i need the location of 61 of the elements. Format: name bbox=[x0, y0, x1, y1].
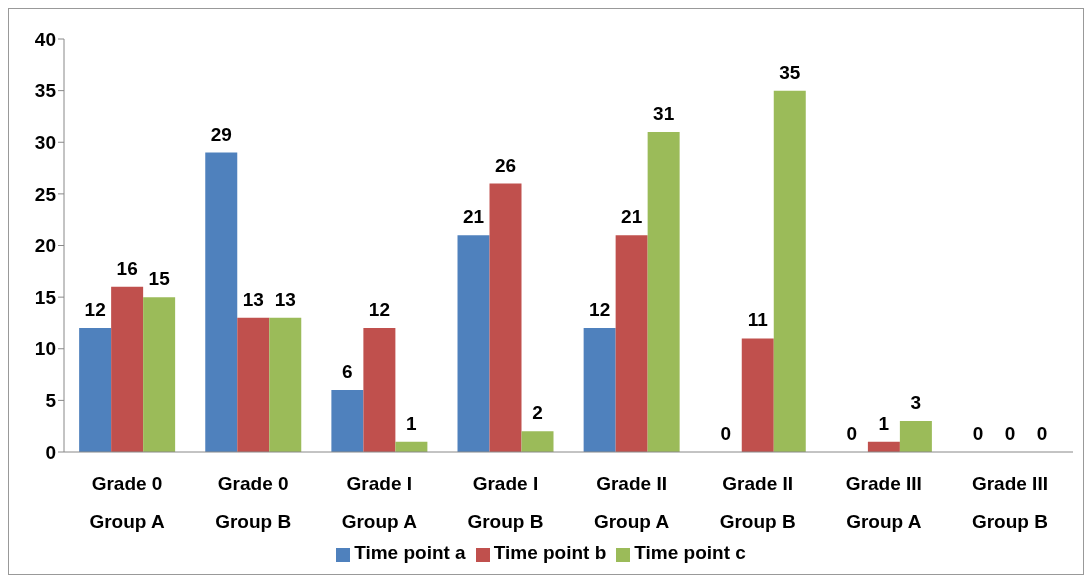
bar bbox=[741, 338, 774, 452]
data-label: 21 bbox=[621, 206, 643, 228]
bar bbox=[899, 421, 932, 452]
data-label: 16 bbox=[116, 257, 138, 279]
y-tick-label: 20 bbox=[34, 235, 56, 257]
x-tick-label: Grade III Group B bbox=[971, 473, 1048, 532]
data-label: 12 bbox=[589, 299, 611, 321]
bar bbox=[331, 390, 364, 452]
data-label: 0 bbox=[972, 422, 984, 444]
data-label: 29 bbox=[210, 123, 232, 145]
data-label: 13 bbox=[242, 288, 264, 310]
y-tick-label: 10 bbox=[34, 338, 56, 360]
x-tick-label: Grade I Group A bbox=[341, 473, 418, 532]
x-tick-label: Grade II Group A bbox=[593, 473, 670, 532]
x-tick-label: Grade 0 Group A bbox=[89, 473, 165, 532]
x-tick-label: Grade II Group B bbox=[719, 473, 796, 532]
bar bbox=[457, 235, 490, 452]
bar bbox=[489, 183, 522, 452]
y-tick-label: 25 bbox=[34, 183, 57, 205]
data-label: 0 bbox=[1036, 422, 1048, 444]
y-tick-label: 30 bbox=[34, 131, 56, 153]
bar bbox=[521, 431, 554, 452]
y-tick-label: 15 bbox=[34, 286, 57, 308]
bar bbox=[647, 131, 680, 452]
x-tick-label: Grade 0 Group B bbox=[215, 473, 292, 532]
bar bbox=[143, 297, 176, 452]
data-label: 0 bbox=[846, 422, 858, 444]
bar bbox=[583, 328, 616, 452]
data-label: 1 bbox=[878, 412, 890, 434]
data-label: 35 bbox=[779, 61, 801, 83]
bar bbox=[773, 90, 806, 452]
bar bbox=[205, 152, 238, 452]
bar bbox=[237, 317, 270, 452]
y-tick-label: 0 bbox=[45, 441, 56, 463]
data-label: 12 bbox=[84, 299, 106, 321]
bar bbox=[363, 328, 396, 452]
y-tick-label: 5 bbox=[45, 390, 57, 412]
data-label: 3 bbox=[910, 392, 922, 414]
legend-label: Time point c bbox=[634, 542, 746, 563]
data-label: 15 bbox=[148, 268, 171, 290]
data-label: 12 bbox=[368, 299, 390, 321]
data-label: 11 bbox=[747, 309, 769, 331]
data-label: 13 bbox=[274, 288, 296, 310]
bar bbox=[615, 235, 648, 452]
x-tick-label: Grade I Group B bbox=[467, 473, 544, 532]
y-tick-label: 35 bbox=[34, 80, 57, 102]
bar bbox=[269, 317, 302, 452]
data-label: 1 bbox=[406, 412, 418, 434]
data-label: 0 bbox=[720, 422, 732, 444]
y-tick-label: 40 bbox=[34, 28, 56, 50]
x-tick-label: Grade III Group A bbox=[845, 473, 922, 532]
data-label: 2 bbox=[532, 402, 543, 424]
data-label: 26 bbox=[494, 154, 517, 176]
data-label: 21 bbox=[462, 206, 485, 228]
bar bbox=[111, 286, 144, 452]
data-label: 6 bbox=[342, 361, 353, 383]
data-label: 0 bbox=[1004, 422, 1016, 444]
bar bbox=[79, 328, 112, 452]
legend-label: Time point a bbox=[354, 542, 466, 563]
data-label: 31 bbox=[653, 102, 675, 124]
legend-label: Time point b bbox=[493, 542, 607, 563]
